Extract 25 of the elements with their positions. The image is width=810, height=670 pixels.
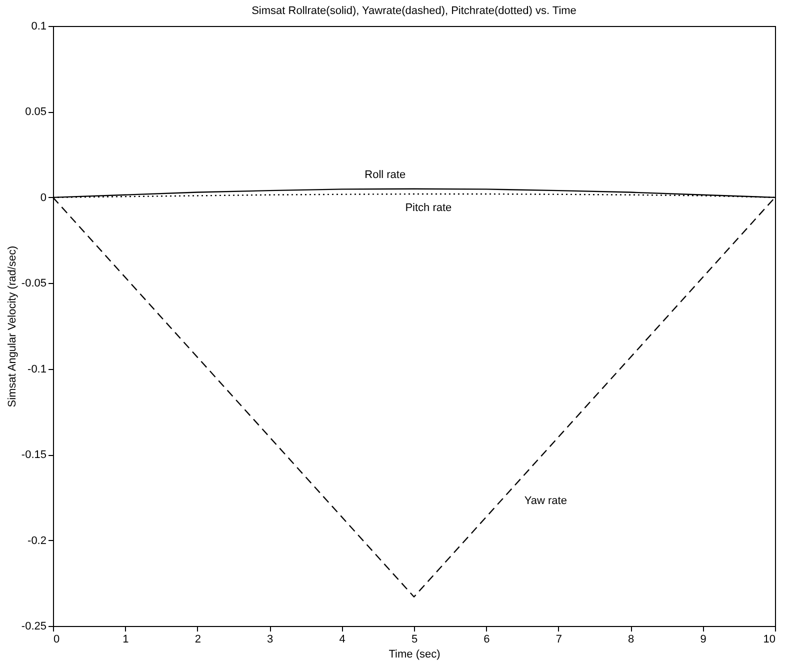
y-tick-label: -0.1: [28, 363, 46, 376]
y-tick-label: 0.1: [31, 20, 46, 32]
x-tick-label: 7: [556, 634, 562, 646]
series-label: Yaw rate: [524, 494, 567, 507]
y-axis-title: Simsat Angular Velocity (rad/sec): [6, 246, 18, 408]
y-tick-label: -0.2: [28, 534, 46, 547]
series-label: Roll rate: [364, 168, 406, 181]
x-tick-label: 2: [194, 634, 201, 646]
y-tick-label: -0.25: [21, 620, 46, 632]
x-tick-label: 10: [763, 634, 776, 646]
x-axis-title: Time (sec): [388, 648, 440, 660]
x-tick-label: 3: [267, 634, 274, 646]
y-tick-label: -0.05: [21, 278, 46, 290]
x-tick-label: 8: [628, 634, 634, 646]
x-tick-label: 0: [54, 634, 60, 646]
x-tick-label: 5: [411, 634, 418, 646]
y-tick-label: -0.15: [21, 449, 46, 462]
x-tick-label: 6: [484, 634, 490, 646]
y-tick-label: 0.05: [25, 106, 46, 118]
chart-title: Simsat Rollrate(solid), Yawrate(dashed), Pitchrate(dotted) vs. Time: [252, 5, 576, 17]
x-tick-label: 9: [700, 634, 706, 646]
series-label: Pitch rate: [405, 202, 452, 214]
x-tick-label: 1: [122, 634, 129, 646]
x-tick-label: 4: [339, 634, 346, 646]
y-tick-label: 0: [40, 192, 46, 204]
